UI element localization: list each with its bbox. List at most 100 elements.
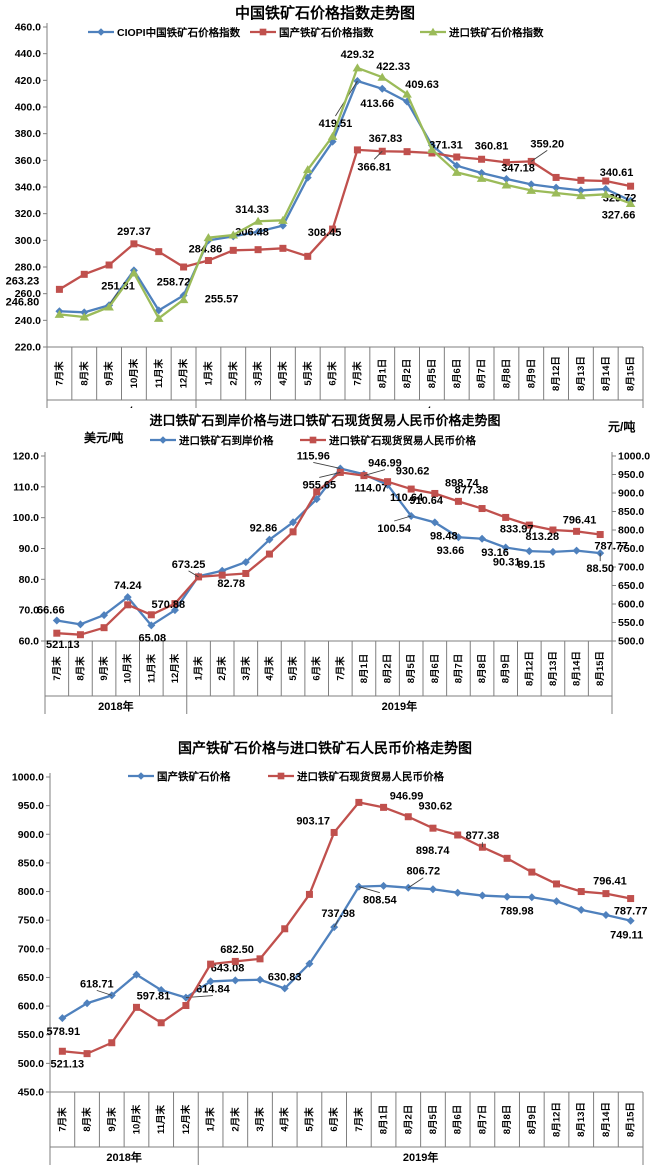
data-label: 93.66 — [437, 545, 465, 557]
data-label-leader — [188, 570, 199, 578]
y-axis-right-tick-label: 850.0 — [618, 506, 644, 518]
x-axis-category-label: 1月末 — [205, 1107, 217, 1132]
data-label: 347.18 — [501, 162, 535, 174]
axes: 120.0 110.0 100.0 90.0 80.0 70.0 60.0 1000.0 950… — [13, 451, 650, 648]
x-axis-category-label: 8月13日 — [576, 356, 587, 391]
x-axis-category-label: 1月末 — [193, 656, 205, 681]
data-label: 98.48 — [430, 530, 458, 542]
y-axis-tick-label: 360.0 — [15, 155, 41, 167]
y-axis-tick-label: 340.0 — [15, 182, 41, 194]
x-axis-category-label: 11月末 — [155, 1104, 167, 1134]
x-axis-category-label: 8月13日 — [548, 651, 559, 686]
x-axis-category-label: 4月末 — [279, 1107, 291, 1132]
x-axis-category-label: 8月末 — [74, 656, 86, 681]
x-axis-category-label: 12月末 — [169, 653, 181, 683]
x-axis-category-label: 11月末 — [153, 358, 165, 388]
axes: 460.0 440.0 420.0 400.0 380.0 360.0 340.0 320.0… — [15, 22, 48, 354]
data-label: 597.81 — [137, 990, 171, 1002]
x-axis-category-label: 8月9日 — [527, 1105, 538, 1135]
y-axis-tick-label: 600.0 — [18, 1001, 44, 1013]
x-axis-category-label: 8月6日 — [452, 359, 463, 389]
y-axis-tick-label: 1000.0 — [12, 772, 44, 784]
data-label: 808.54 — [363, 895, 398, 907]
y-axis-right-tick-label: 650.0 — [618, 580, 644, 592]
data-label: 673.25 — [172, 559, 206, 571]
y-axis-tick-label: 110.0 — [13, 481, 39, 493]
data-label: 813.28 — [525, 531, 559, 543]
data-label: 643.08 — [211, 962, 245, 974]
legend-label: 国产铁矿石价格 — [157, 770, 231, 783]
data-label: 255.57 — [205, 294, 239, 306]
x-axis-category-label: 8月15日 — [626, 1102, 637, 1137]
data-label: 618.71 — [80, 978, 114, 990]
chart2-plot: 120.0 110.0 100.0 90.0 80.0 70.0 60.0 1000.0 950… — [13, 450, 650, 714]
y-axis-right-tick-label: 550.0 — [618, 617, 644, 629]
data-label: 258.72 — [157, 276, 191, 288]
data-label: 796.41 — [563, 514, 597, 526]
x-axis-category-label: 7月末 — [351, 361, 363, 386]
data-label: 833.97 — [500, 523, 534, 535]
x-axis-category-label: 1月末 — [202, 361, 214, 386]
y-axis-right-tick-label: 700.0 — [618, 562, 644, 574]
x-axis-category-label: 8月末 — [81, 1107, 93, 1132]
y-axis-right-tick-label: 600.0 — [618, 599, 644, 611]
data-label-leader — [408, 877, 424, 889]
data-label: 246.80 — [6, 296, 40, 308]
y-axis-tick-label: 120.0 — [13, 451, 39, 463]
y-axis-tick-label: 950.0 — [18, 800, 44, 812]
data-label: 422.33 — [376, 61, 410, 73]
x-axis-category-label: 8月5日 — [428, 1105, 439, 1135]
data-label: 251.31 — [101, 280, 135, 292]
data-label: 789.98 — [500, 905, 534, 917]
x-axis-category-label: 8月2日 — [402, 359, 413, 389]
legend-item: 进口铁矿石现货贸易人民币价格 — [268, 769, 444, 783]
x-axis-category-label: 7月末 — [353, 1107, 365, 1132]
data-label: 74.24 — [114, 580, 142, 592]
data-label: 110.64 — [390, 492, 424, 504]
data-label: 297.37 — [117, 226, 151, 238]
x-axis-category-label: 8月8日 — [502, 1105, 513, 1135]
x-axis-category-label: 5月末 — [287, 656, 299, 681]
legend-square-icon — [300, 436, 326, 444]
data-label: 100.54 — [377, 523, 412, 535]
x-axis-category-label: 9月末 — [103, 361, 115, 386]
x-axis-category-label: 8月9日 — [501, 654, 512, 684]
data-label: 903.17 — [296, 815, 330, 827]
data-label: 92.86 — [250, 523, 278, 535]
x-axis-category-label: 8月6日 — [430, 654, 441, 684]
x-axis-category-label: 8月8日 — [477, 654, 488, 684]
y-axis-tick-label: 700.0 — [18, 943, 44, 955]
x-axis-year-label: 2019年 — [403, 1150, 438, 1164]
x-axis-category-label: 5月末 — [302, 361, 314, 386]
data-label: 90.31 — [493, 557, 521, 569]
x-axis-category-label: 3月末 — [240, 656, 252, 681]
series-line — [58, 148, 631, 291]
x-axis-category-label: 12月末 — [180, 1104, 192, 1134]
chart3-title: 国产铁矿石价格与进口铁矿石人民币价格走势图 — [178, 740, 472, 756]
data-label: 89.15 — [518, 559, 546, 571]
x-axis-category-label: 7月末 — [334, 656, 346, 681]
legend-item: 进口铁矿石到岸价格 — [150, 433, 274, 447]
x-axis: 7月末 8月末 9月末 10月末 11月末 12月末 1月末 2月末 3月末 4月末 5月末 6月末 7… — [46, 346, 644, 408]
data-label: 419.51 — [319, 118, 353, 130]
x-axis-year-label: 2018年 — [98, 699, 133, 713]
x-axis-category-label: 8月7日 — [453, 654, 464, 684]
y-axis-tick-label: 60.0 — [19, 636, 40, 648]
data-label: 910.64 — [409, 495, 444, 507]
y-axis-right-tick-label: 500.0 — [618, 636, 644, 648]
x-axis-category-label: 8月15日 — [626, 356, 637, 391]
data-label: 877.38 — [455, 484, 489, 496]
y-axis-tick-label: 900.0 — [18, 829, 44, 841]
y-axis-tick-label: 550.0 — [18, 1029, 44, 1041]
y-axis-tick-label: 460.0 — [15, 22, 41, 34]
axes: 1000.0 950.0 900.0 850.0 800.0 750.0 700.0 650.… — [12, 772, 51, 1099]
data-label: 898.74 — [416, 845, 451, 857]
chart1-title: 中国铁矿石价格指数走势图 — [234, 5, 415, 22]
x-axis-category-label: 4月末 — [277, 361, 289, 386]
y-axis-tick-label: 260.0 — [15, 288, 41, 300]
x-axis: 7月末 8月末 9月末 10月末 11月末 12月末 1月末 2月末 3月末 4月末 5月末 6月末 7… — [49, 1091, 644, 1165]
data-label: 413.66 — [360, 98, 394, 110]
chart2-title: 进口铁矿石到岸价格与进口铁矿石现货贸易人民币价格走势图 — [149, 413, 501, 428]
x-axis-category-label: 10月末 — [128, 358, 140, 388]
x-axis-category-label: 8月9日 — [526, 359, 537, 389]
